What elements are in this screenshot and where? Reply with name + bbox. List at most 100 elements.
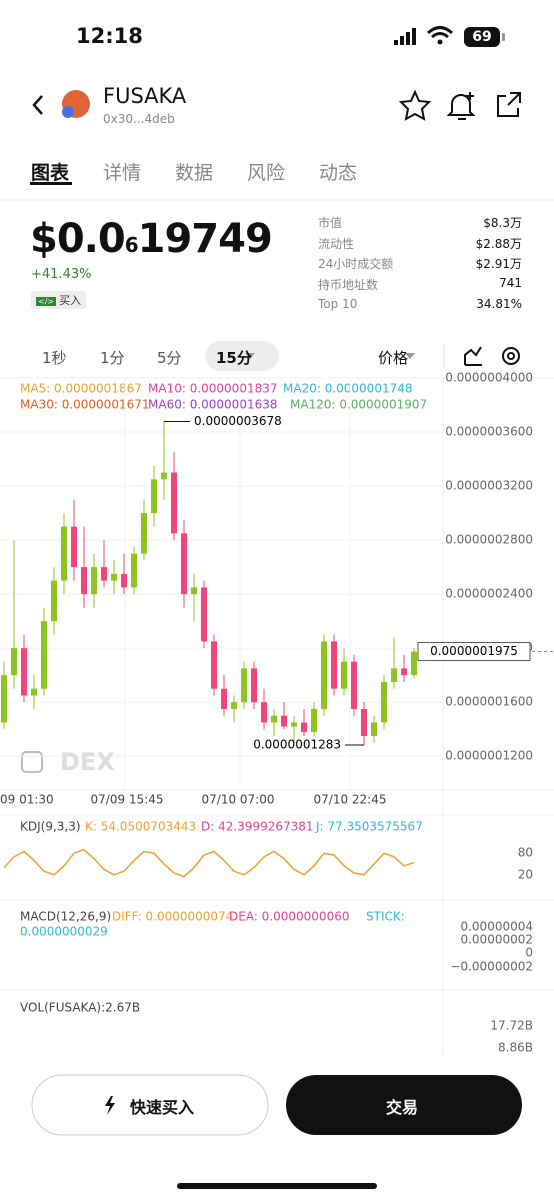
badge-text: 买入: [59, 294, 82, 307]
stat-label: 流动性: [318, 236, 355, 251]
alert-icon[interactable]: [446, 92, 476, 120]
low-label: 0.0000001283: [253, 738, 341, 752]
candle-body: [11, 648, 17, 676]
candle-body: [311, 708, 317, 732]
kdj-legend: D: 42.3999267381: [201, 820, 314, 834]
candle-body: [371, 722, 377, 736]
candle-body: [241, 668, 247, 703]
candle-body: [201, 587, 207, 642]
candle-body: [361, 708, 367, 736]
candle-body: [411, 651, 417, 676]
candle-body: [91, 567, 97, 595]
candle-body: [271, 715, 277, 723]
y-tick-label: 0.0000001200: [445, 749, 533, 763]
star-icon[interactable]: [398, 89, 432, 121]
price-prefix: $0.0: [30, 216, 126, 262]
ma-legend: MA10: 0.0000001837: [148, 382, 278, 396]
candle-body: [81, 567, 87, 595]
candle-body: [351, 661, 357, 709]
settings-icon[interactable]: [502, 347, 520, 365]
candle-body: [31, 688, 37, 696]
quick-buy-label[interactable]: 快速买入: [130, 1098, 195, 1117]
kdj-tick: 80: [518, 846, 533, 860]
ma-legend: MA60: 0.0000001638: [148, 398, 278, 412]
y-tick-label: 0.0000002400: [445, 587, 533, 601]
candle-body: [221, 688, 227, 709]
tab-underline: [30, 182, 72, 185]
tab[interactable]: 详情: [103, 162, 142, 184]
current-price-label: 0.0000001975: [430, 644, 518, 658]
y-tick-label: 0.0000004000: [445, 371, 533, 385]
price-change: +41.43%: [31, 267, 92, 282]
x-tick-label: 09 01:30: [0, 793, 54, 807]
candle-body: [291, 722, 297, 727]
candle-body: [301, 722, 307, 732]
candle-body: [231, 702, 237, 709]
stat-value: 741: [499, 276, 522, 291]
candle-body: [121, 573, 127, 588]
stat-label: 持币地址数: [318, 278, 379, 293]
candle-body: [281, 715, 287, 727]
stat-value: 34.81%: [476, 296, 522, 311]
stat-label: 市值: [318, 216, 343, 230]
stat-value: $2.88万: [475, 236, 522, 251]
candle-body: [171, 472, 177, 534]
kdj-title: KDJ(9,3,3): [20, 820, 81, 834]
y-tick-label: 0.0000003600: [445, 425, 533, 439]
interval[interactable]: 1秒: [42, 349, 67, 367]
macd-tick: 0.00000004: [460, 920, 533, 934]
ma-legend: MA20: 0.0000001748: [283, 382, 413, 396]
home-indicator: [177, 1183, 377, 1189]
quick-buy-button[interactable]: [31, 1074, 269, 1136]
status-icons: [394, 26, 505, 47]
candle-body: [191, 587, 197, 595]
high-label: 0.0000003678: [194, 414, 282, 428]
buy-badge: </> 买入: [31, 291, 87, 309]
vol-tick: 8.86B: [498, 1041, 533, 1055]
back-icon[interactable]: [32, 95, 43, 115]
price-type[interactable]: 价格: [378, 349, 409, 367]
interval[interactable]: 1分: [100, 349, 125, 367]
macd-legend: STICK:: [366, 910, 405, 924]
trade-button[interactable]: [286, 1075, 522, 1135]
token-name: FUSAKA: [103, 84, 187, 108]
candle-body: [1, 675, 7, 723]
tab[interactable]: 数据: [175, 162, 214, 184]
current-price-box: [417, 642, 531, 662]
macd-title: MACD(12,26,9): [20, 910, 111, 924]
x-tick-label: 07/09 15:45: [91, 793, 164, 807]
stat-value: $8.3万: [483, 216, 522, 230]
price-digits: 19749: [137, 216, 273, 262]
indicator-icon[interactable]: [464, 346, 482, 366]
tab[interactable]: 风险: [247, 162, 286, 184]
candle-body: [41, 621, 47, 689]
candle-body: [141, 513, 147, 554]
ma-legend: MA5: 0.0000001867: [20, 382, 142, 396]
x-tick-label: 07/10 07:00: [202, 793, 275, 807]
candle-body: [211, 641, 217, 689]
stat-value: $2.91万: [475, 257, 522, 272]
kdj-legend: K: 54.0500703443: [85, 820, 196, 834]
candle-body: [161, 472, 167, 480]
candle-body: [321, 641, 327, 709]
trade-label[interactable]: 交易: [386, 1098, 419, 1117]
y-tick-label: 0.0000003200: [445, 479, 533, 493]
candle-body: [331, 641, 337, 689]
macd-legend: DIFF: 0.0000000074: [112, 910, 233, 924]
candle-body: [131, 553, 137, 588]
share-icon[interactable]: [497, 92, 521, 117]
candle-body: [111, 573, 117, 581]
candle-body: [101, 567, 107, 581]
candle-body: [51, 580, 57, 622]
vol-title: VOL(FUSAKA):2.67B: [20, 1001, 140, 1015]
kdj-legend: J: 77.3503575567: [315, 820, 423, 834]
tab[interactable]: 动态: [319, 162, 358, 184]
macd-tick: 0.00000002: [460, 933, 533, 947]
tab[interactable]: 图表: [31, 162, 70, 184]
interval[interactable]: 5分: [157, 349, 182, 367]
interval[interactable]: 15分: [216, 349, 252, 367]
token-address[interactable]: 0x30...4deb: [103, 112, 175, 126]
candle-body: [391, 668, 397, 682]
